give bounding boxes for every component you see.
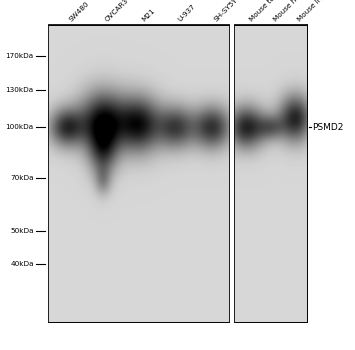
Text: M21: M21 (140, 8, 155, 23)
Text: 70kDa: 70kDa (10, 175, 34, 181)
Bar (234, 25, 307, 322)
Text: PSMD2: PSMD2 (312, 122, 344, 132)
Text: Mouse heart: Mouse heart (273, 0, 308, 23)
Text: 130kDa: 130kDa (6, 87, 34, 93)
Bar (48, 25, 229, 322)
Text: 100kDa: 100kDa (6, 124, 34, 130)
Text: 40kDa: 40kDa (10, 261, 34, 267)
Text: 50kDa: 50kDa (10, 228, 34, 234)
Text: Mouse testis: Mouse testis (248, 0, 285, 23)
Text: U-937: U-937 (176, 3, 196, 23)
Bar (234, 25, 307, 322)
Text: Mouse liver: Mouse liver (297, 0, 330, 23)
Text: OVCAR3: OVCAR3 (104, 0, 130, 23)
Text: SW480: SW480 (68, 0, 90, 23)
Text: 170kDa: 170kDa (6, 53, 34, 59)
Text: SH-SY5Y: SH-SY5Y (213, 0, 239, 23)
Bar (48, 25, 229, 322)
